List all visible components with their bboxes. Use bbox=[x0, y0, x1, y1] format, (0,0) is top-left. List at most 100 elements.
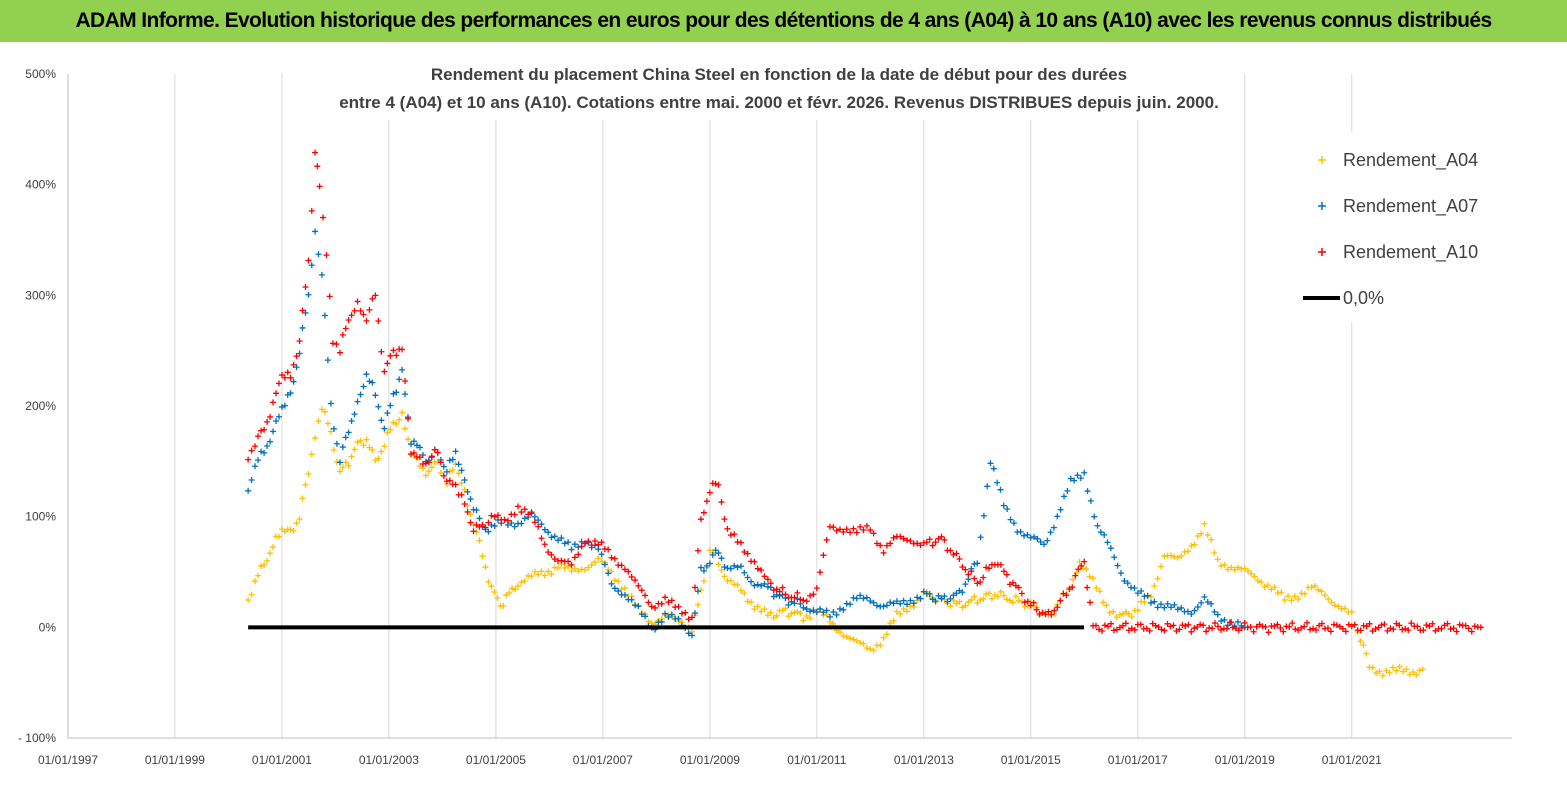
data-point bbox=[446, 477, 453, 484]
data-point bbox=[555, 537, 562, 544]
data-point bbox=[323, 252, 330, 259]
data-point bbox=[994, 593, 1001, 600]
data-point bbox=[817, 605, 824, 612]
data-point bbox=[709, 551, 716, 558]
data-point bbox=[642, 592, 649, 599]
data-point bbox=[870, 530, 877, 537]
data-point bbox=[1168, 604, 1175, 611]
data-point bbox=[1128, 613, 1135, 620]
data-point bbox=[980, 595, 987, 602]
data-point bbox=[1265, 629, 1272, 636]
data-point bbox=[977, 534, 984, 541]
data-point bbox=[1182, 622, 1189, 629]
data-point bbox=[1298, 624, 1305, 631]
data-point bbox=[428, 453, 435, 460]
data-point bbox=[1376, 668, 1383, 675]
data-point bbox=[974, 600, 981, 607]
data-point bbox=[541, 541, 548, 548]
data-point bbox=[950, 597, 957, 604]
data-point bbox=[1304, 619, 1311, 626]
data-point bbox=[1399, 626, 1406, 633]
data-point bbox=[601, 561, 608, 568]
data-point bbox=[1040, 541, 1047, 548]
data-point bbox=[327, 400, 334, 407]
data-point bbox=[1152, 622, 1159, 629]
legend-label: Rendement_A10 bbox=[1343, 242, 1478, 263]
data-point bbox=[598, 551, 605, 558]
data-point bbox=[971, 575, 978, 582]
data-point bbox=[1339, 625, 1346, 632]
data-point bbox=[1015, 584, 1022, 591]
legend-label: Rendement_A07 bbox=[1343, 196, 1478, 217]
data-point bbox=[1021, 532, 1028, 539]
data-point bbox=[252, 463, 259, 470]
data-point bbox=[692, 584, 699, 591]
data-point bbox=[354, 298, 361, 305]
data-point bbox=[458, 467, 465, 474]
data-point bbox=[1318, 588, 1325, 595]
data-point bbox=[1051, 607, 1058, 614]
data-point bbox=[287, 390, 294, 397]
data-point bbox=[1009, 579, 1016, 586]
data-point bbox=[333, 341, 340, 348]
data-point bbox=[1075, 566, 1082, 573]
data-point bbox=[1420, 627, 1427, 634]
data-point bbox=[581, 566, 588, 573]
data-point bbox=[782, 591, 789, 598]
data-point bbox=[1396, 663, 1403, 670]
data-point bbox=[1000, 568, 1007, 575]
data-point bbox=[1379, 672, 1386, 679]
chart-title-box bbox=[322, 54, 1242, 120]
data-point bbox=[308, 207, 315, 214]
data-point bbox=[402, 377, 409, 384]
data-point bbox=[1027, 534, 1034, 541]
data-point bbox=[938, 595, 945, 602]
data-point bbox=[1471, 623, 1478, 630]
data-point bbox=[1104, 539, 1111, 546]
data-point bbox=[357, 437, 364, 444]
data-point bbox=[299, 307, 306, 314]
data-point bbox=[521, 506, 528, 513]
data-point bbox=[1044, 537, 1051, 544]
data-point bbox=[758, 567, 765, 574]
data-point bbox=[761, 573, 768, 580]
data-point bbox=[561, 564, 568, 571]
x-tick-label: 01/01/2001 bbox=[252, 753, 312, 767]
data-point bbox=[538, 535, 545, 542]
data-point bbox=[800, 604, 807, 611]
data-point bbox=[1224, 566, 1231, 573]
data-point bbox=[968, 568, 975, 575]
data-point bbox=[883, 602, 890, 609]
data-point bbox=[1406, 671, 1413, 678]
data-point bbox=[575, 551, 582, 558]
data-point bbox=[369, 379, 376, 386]
data-point bbox=[1158, 563, 1164, 570]
data-point bbox=[1071, 477, 1078, 484]
data-point bbox=[947, 547, 954, 554]
data-point bbox=[867, 598, 874, 605]
data-point bbox=[791, 609, 798, 616]
data-point bbox=[744, 598, 751, 605]
data-point bbox=[1203, 628, 1210, 635]
data-point bbox=[1387, 625, 1394, 632]
data-point bbox=[270, 544, 277, 551]
data-point bbox=[608, 580, 615, 587]
y-tick-label: 100% bbox=[25, 510, 56, 524]
data-point bbox=[375, 403, 382, 410]
data-point bbox=[255, 433, 262, 440]
data-point bbox=[528, 573, 535, 580]
data-point bbox=[329, 340, 336, 347]
data-point bbox=[1271, 584, 1278, 591]
data-point bbox=[932, 539, 939, 546]
data-point bbox=[904, 601, 911, 608]
data-point bbox=[558, 557, 565, 564]
data-point bbox=[551, 556, 558, 563]
data-point bbox=[452, 481, 459, 488]
data-point bbox=[508, 520, 515, 527]
data-point bbox=[1161, 627, 1168, 634]
data-point bbox=[405, 415, 412, 422]
data-point bbox=[528, 509, 535, 516]
data-point bbox=[1092, 622, 1099, 629]
data-point bbox=[575, 544, 582, 551]
data-point bbox=[773, 591, 780, 598]
